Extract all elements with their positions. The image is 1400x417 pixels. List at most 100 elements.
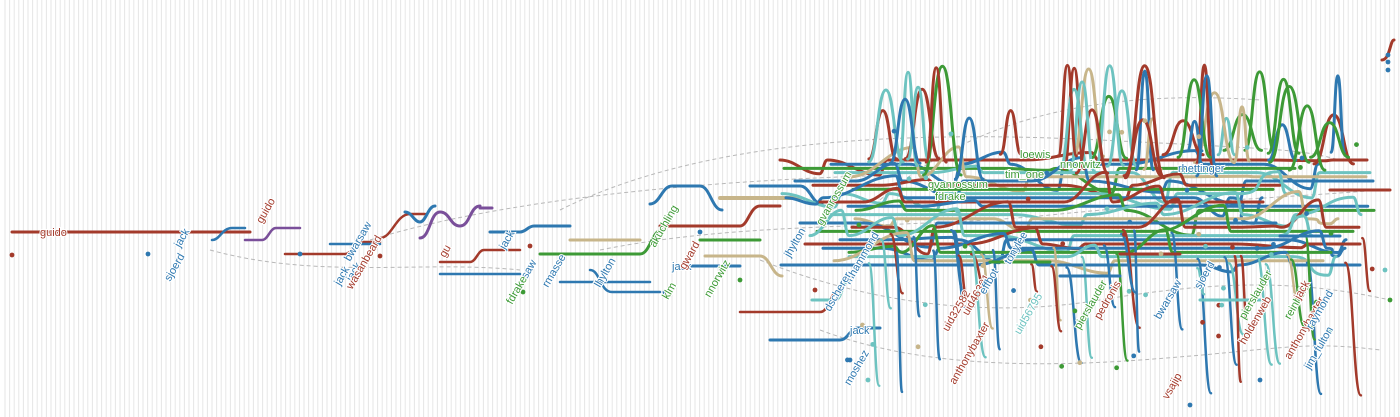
contributor-line bbox=[815, 203, 1355, 233]
contributor-line bbox=[738, 288, 842, 314]
contributor-line bbox=[906, 85, 930, 161]
commit-dot bbox=[954, 208, 960, 214]
commit-dot bbox=[1039, 152, 1044, 158]
dashed-connector-curves bbox=[209, 97, 1391, 365]
contributor-line bbox=[1134, 69, 1155, 172]
label-gvanrossum-2: gvanrossum bbox=[928, 179, 988, 191]
commit-dot bbox=[962, 243, 968, 249]
contributor-line bbox=[810, 278, 852, 302]
contributor-line bbox=[1243, 70, 1276, 152]
contributor-line bbox=[1080, 255, 1094, 359]
contributor-line bbox=[991, 248, 1001, 351]
label-jack-6: jack bbox=[849, 325, 870, 337]
commit-dot bbox=[1317, 300, 1323, 305]
contributor-line bbox=[1289, 258, 1306, 328]
label-loewis: loewis bbox=[1020, 149, 1051, 161]
contributor-line bbox=[1196, 257, 1213, 395]
commit-dot bbox=[1217, 265, 1222, 270]
contributor-line bbox=[998, 109, 1023, 156]
contributor-line bbox=[867, 262, 881, 388]
contributor-line bbox=[1056, 63, 1078, 158]
commit-dot bbox=[1143, 292, 1148, 298]
commit-dot bbox=[1184, 187, 1190, 193]
contributor-line bbox=[658, 204, 782, 228]
contributor-line bbox=[1065, 266, 1083, 365]
commit-dot bbox=[923, 175, 929, 181]
commit-dot bbox=[297, 251, 303, 257]
contributor-line bbox=[854, 193, 1376, 237]
contributor-line bbox=[784, 174, 1264, 225]
commit-dot bbox=[1230, 244, 1235, 250]
commit-dot bbox=[812, 287, 818, 293]
contributor-line bbox=[850, 197, 1361, 256]
contributor-line bbox=[1195, 74, 1219, 178]
commit-dot bbox=[891, 128, 897, 134]
contributor-line bbox=[283, 240, 382, 256]
contributor-line bbox=[895, 251, 904, 394]
dashed-curve bbox=[819, 329, 1381, 365]
commit-dot bbox=[1254, 245, 1260, 251]
commit-dot bbox=[922, 302, 928, 308]
dashed-curve bbox=[209, 249, 521, 271]
contributor-line bbox=[847, 243, 1338, 277]
contributor-line bbox=[488, 224, 572, 234]
dashed-curve bbox=[599, 189, 1381, 251]
contributor-line bbox=[779, 248, 1362, 274]
contributor-line bbox=[1089, 94, 1128, 160]
commit-dot bbox=[1203, 243, 1208, 249]
label-jack-5: jack bbox=[671, 261, 692, 273]
contributor-line bbox=[1380, 38, 1396, 62]
commit-dot bbox=[1122, 232, 1127, 237]
commit-dot bbox=[1328, 230, 1334, 236]
contributor-line bbox=[418, 204, 482, 240]
contributor-lines bbox=[10, 38, 1396, 397]
commit-dot bbox=[1385, 67, 1391, 73]
contributor-line bbox=[1062, 66, 1086, 171]
contributor-line bbox=[1255, 254, 1273, 366]
commit-dot bbox=[906, 176, 912, 182]
label-fdrake-1: fdrake bbox=[504, 274, 530, 306]
contributor-line bbox=[1344, 261, 1363, 397]
commit-dot bbox=[860, 322, 865, 328]
commit-dot bbox=[1257, 377, 1263, 383]
commit-dot bbox=[1038, 344, 1044, 350]
commit-dot bbox=[1385, 52, 1391, 58]
commit-dot bbox=[145, 251, 151, 257]
contributor-line bbox=[1286, 253, 1300, 304]
contributor-line bbox=[1264, 263, 1282, 365]
commit-dot bbox=[1077, 360, 1083, 366]
commit-dot bbox=[1072, 308, 1078, 314]
label-rmasse: rmasse bbox=[540, 252, 568, 289]
contributor-line bbox=[438, 248, 522, 264]
commit-dot bbox=[1244, 145, 1250, 150]
commit-dot bbox=[1126, 288, 1132, 294]
commit-dot bbox=[1196, 134, 1202, 140]
commit-dot bbox=[1354, 142, 1359, 147]
label-tim-one: tim_one bbox=[1005, 169, 1044, 181]
commit-dot bbox=[737, 277, 743, 283]
contributor-line bbox=[847, 224, 1333, 254]
contributor-line bbox=[1223, 256, 1238, 367]
commit-dot bbox=[915, 344, 921, 350]
label-rhettinger: rhettinger bbox=[1178, 163, 1225, 175]
contributor-line bbox=[1115, 252, 1129, 362]
contributor-line bbox=[912, 235, 921, 318]
label-dscherer: dscherer bbox=[822, 270, 854, 313]
dashed-curve bbox=[759, 259, 1391, 309]
contributor-line bbox=[1050, 265, 1063, 333]
contributor-line bbox=[853, 190, 1340, 234]
commit-dot bbox=[1387, 297, 1393, 303]
contributor-line bbox=[949, 229, 966, 296]
commit-dot bbox=[1385, 59, 1391, 65]
commit-dot bbox=[848, 174, 854, 179]
commit-dots bbox=[9, 52, 1393, 408]
contributor-line bbox=[953, 116, 985, 181]
label-guido: guido bbox=[40, 227, 67, 239]
commit-dot bbox=[697, 229, 703, 235]
label-fdrake-2: fdrake bbox=[935, 191, 966, 203]
contributor-line bbox=[1287, 104, 1327, 172]
contributor-line bbox=[1266, 77, 1301, 155]
contributor-line bbox=[1196, 266, 1206, 296]
commit-dot bbox=[1127, 219, 1133, 225]
